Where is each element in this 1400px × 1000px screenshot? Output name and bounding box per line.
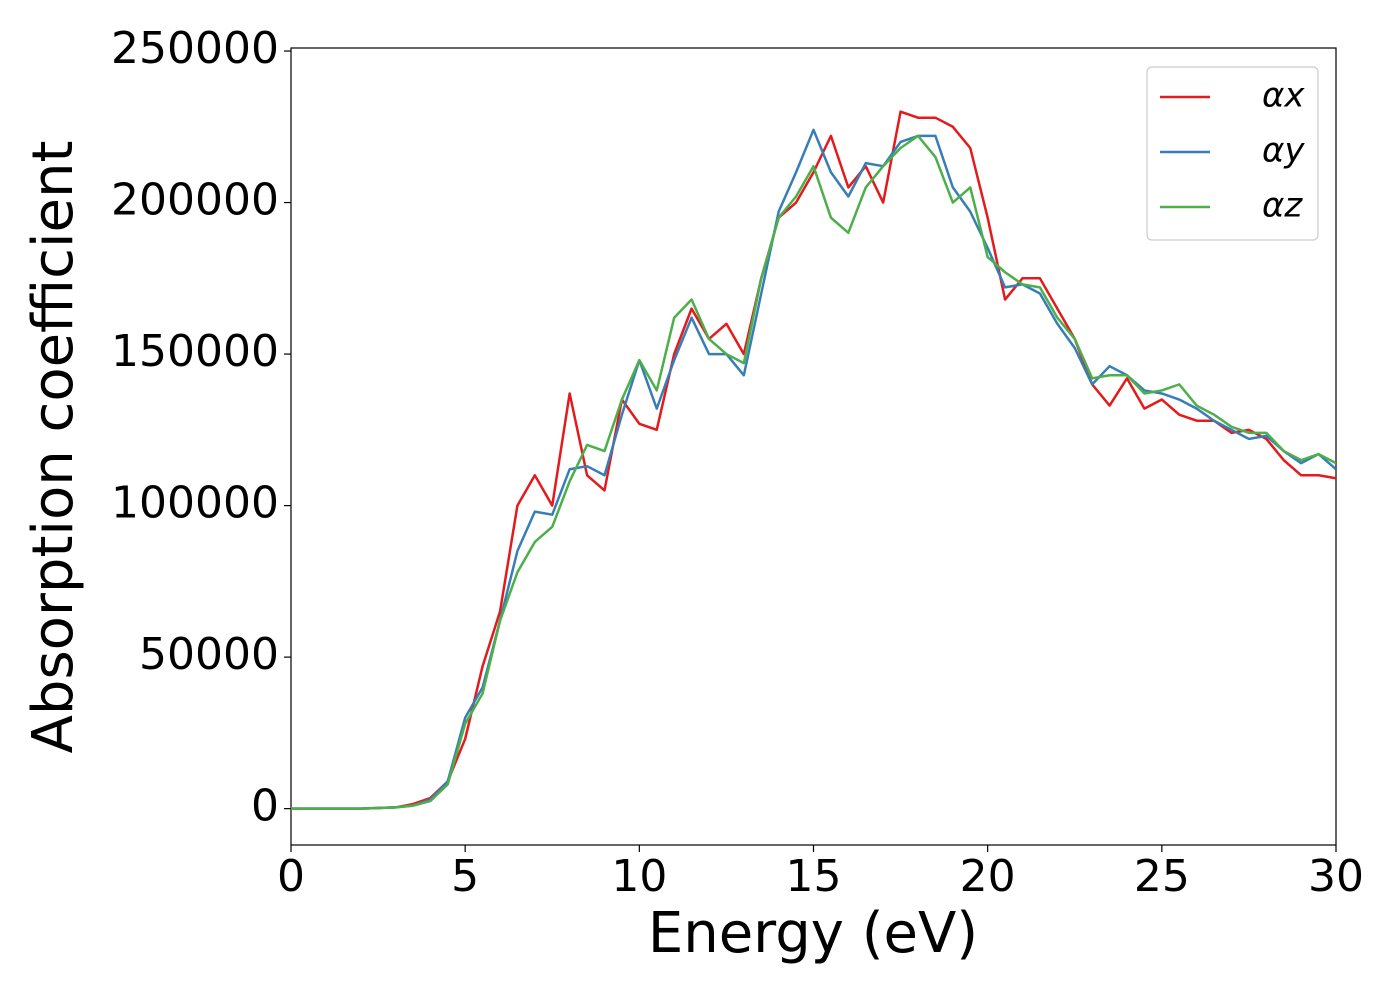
y-tick-label: 250000: [111, 23, 279, 74]
y-tick-label: 200000: [111, 175, 279, 226]
legend-box: [1146, 66, 1319, 241]
x-tick-label: 10: [611, 851, 667, 902]
legend-label: αz: [1262, 186, 1303, 226]
data-line: [291, 110, 1336, 810]
legend-label: αy: [1262, 131, 1305, 171]
x-tick-label: 15: [786, 851, 842, 902]
y-tick-label: 0: [251, 781, 279, 832]
y-axis-label: Absorption coefficient: [21, 141, 86, 754]
x-tick-label: 20: [960, 851, 1016, 902]
data-line: [291, 134, 1336, 810]
y-tick-label: 50000: [139, 629, 279, 680]
x-axis-label: Energy (eV): [648, 901, 978, 966]
x-tick-label: 5: [451, 851, 479, 902]
y-tick-label: 100000: [111, 478, 279, 529]
plot-lines: [291, 110, 1336, 810]
x-tick-label: 0: [277, 851, 305, 902]
x-tick-label: 30: [1308, 851, 1364, 902]
y-tick-label: 150000: [111, 326, 279, 377]
legend-label: αx: [1262, 76, 1305, 116]
x-tick-label: 25: [1134, 851, 1190, 902]
data-line: [291, 128, 1336, 810]
